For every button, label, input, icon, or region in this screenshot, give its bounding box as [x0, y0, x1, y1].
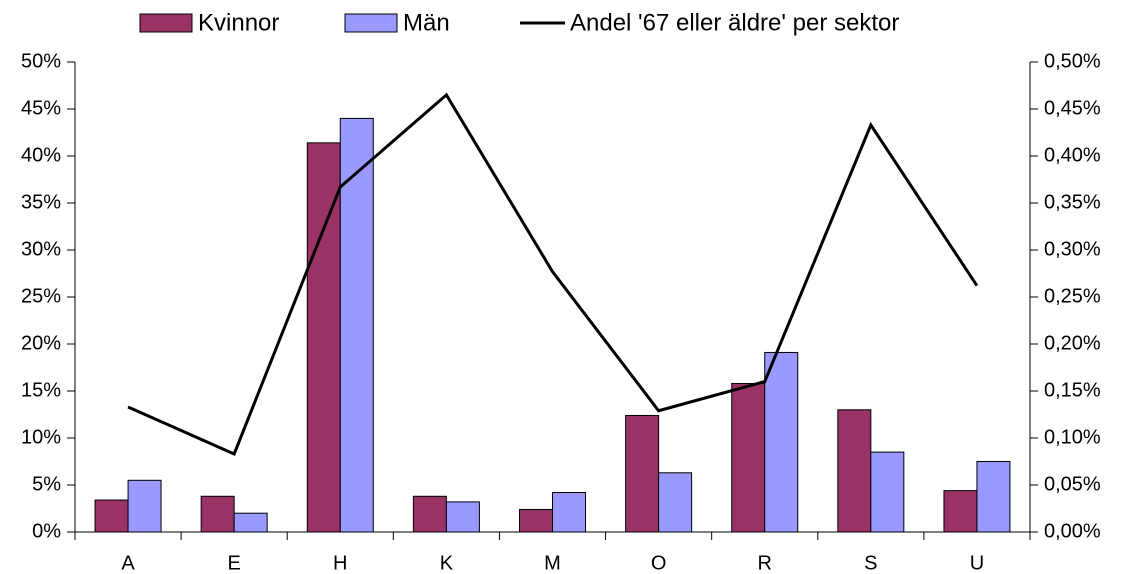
legend-swatch	[139, 13, 193, 33]
bar	[200, 495, 235, 533]
y-tick-label: 5%	[32, 473, 61, 495]
y2-tick-label: 0,35%	[1044, 191, 1101, 213]
y-tick-label: 45%	[21, 97, 61, 119]
bar	[306, 142, 341, 533]
y-tick-label: 20%	[21, 332, 61, 354]
x-tick-label: S	[864, 552, 877, 574]
bar	[731, 382, 766, 533]
x-tick-label: K	[440, 552, 454, 574]
y2-tick-label: 0,50%	[1044, 50, 1101, 72]
y-tick-label: 10%	[21, 426, 61, 448]
x-tick-label: E	[227, 552, 240, 574]
legend-label: Kvinnor	[198, 9, 279, 36]
bar	[445, 501, 480, 533]
y2-tick-label: 0,25%	[1044, 285, 1101, 307]
legend-label: Män	[403, 9, 450, 36]
bar	[94, 499, 129, 533]
line	[127, 92, 979, 456]
x-tick-label: O	[651, 552, 667, 574]
bar	[339, 117, 374, 533]
bar	[943, 490, 978, 533]
bar	[625, 414, 660, 533]
x-tick-label: M	[544, 552, 561, 574]
y2-tick-label: 0,00%	[1044, 520, 1101, 542]
y2-tick-label: 0,15%	[1044, 379, 1101, 401]
x-tick-label: U	[970, 552, 984, 574]
y2-tick-label: 0,20%	[1044, 332, 1101, 354]
bar	[127, 479, 162, 533]
bar	[233, 512, 268, 533]
bar	[837, 409, 872, 533]
bar	[870, 451, 905, 533]
y-tick-label: 35%	[21, 191, 61, 213]
bar	[658, 472, 693, 533]
bar	[412, 495, 447, 533]
y-tick-label: 30%	[21, 238, 61, 260]
y2-tick-label: 0,30%	[1044, 238, 1101, 260]
y2-tick-label: 0,40%	[1044, 144, 1101, 166]
x-tick-label: A	[121, 552, 135, 574]
y2-tick-label: 0,10%	[1044, 426, 1101, 448]
y-tick-label: 15%	[21, 379, 61, 401]
y2-tick-label: 0,45%	[1044, 97, 1101, 119]
legend-swatch	[344, 13, 398, 33]
x-tick-label: R	[757, 552, 771, 574]
y-tick-label: 40%	[21, 144, 61, 166]
y-tick-label: 50%	[21, 50, 61, 72]
x-tick-label: H	[333, 552, 347, 574]
bar	[552, 492, 586, 533]
bar	[976, 461, 1011, 533]
y-tick-label: 0%	[32, 520, 61, 542]
y2-tick-label: 0,05%	[1044, 473, 1101, 495]
bar	[519, 508, 553, 533]
legend-label: Andel '67 eller äldre' per sektor	[570, 9, 899, 36]
bar	[764, 351, 799, 533]
y-tick-label: 25%	[21, 285, 61, 307]
